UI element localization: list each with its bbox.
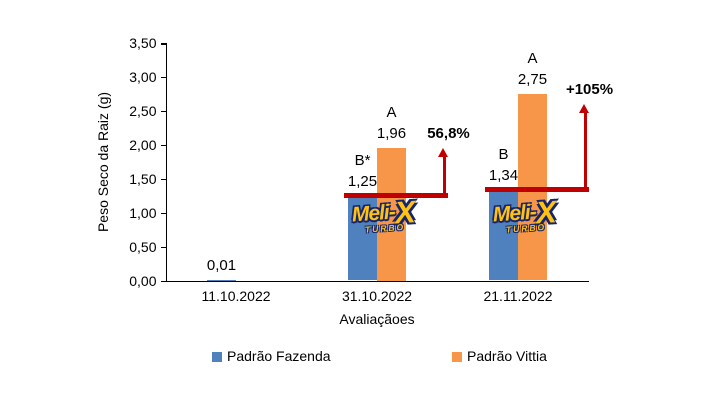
increase-arrow-head-icon	[578, 104, 589, 114]
y-axis-tick	[160, 144, 166, 147]
significance-line	[485, 187, 589, 193]
legend: Padrão Fazenda Padrão Vittia	[0, 347, 709, 367]
legend-swatch-icon	[212, 352, 222, 362]
bar-value-label: 1,96	[376, 124, 407, 142]
x-category-label: 31.10.2022	[341, 288, 413, 304]
y-axis-tick	[160, 280, 166, 282]
y-axis-tick	[160, 246, 166, 249]
bar-letter-label: A	[527, 49, 538, 67]
y-tick-label: 3,00	[129, 68, 157, 85]
bar-value-label: 0,01	[206, 256, 237, 274]
increase-arrow-head-icon	[437, 148, 448, 158]
bar-fazenda	[207, 279, 236, 281]
x-category-label: 21.11.2022	[483, 288, 553, 304]
y-axis-tick	[160, 178, 166, 181]
y-tick-label: 1,00	[129, 204, 157, 221]
y-axis-tick	[160, 43, 166, 45]
bar-letter-label: B	[498, 145, 509, 163]
bar-fazenda	[348, 195, 377, 281]
bar-value-label: 2,75	[517, 70, 548, 88]
percent-increase-label: +105%	[565, 81, 614, 99]
y-tick-label: 1,50	[129, 170, 157, 187]
x-axis-title: Avaliaçãoes	[339, 311, 415, 327]
y-tick-label: 3,50	[129, 35, 157, 51]
y-axis-title: Peso Seco da Raiz (g)	[95, 91, 111, 233]
y-axis-tick	[160, 110, 166, 113]
y-tick-label: 2,50	[129, 102, 157, 119]
percent-increase-label: 56,8%	[427, 125, 470, 143]
y-axis-line	[165, 43, 167, 282]
legend-swatch-icon	[452, 352, 462, 362]
bar-fazenda	[489, 189, 518, 281]
legend-label: Padrão Vittia	[467, 348, 547, 364]
y-tick-label: 2,00	[129, 136, 157, 153]
bar-letter-label: A	[386, 103, 397, 121]
y-axis-tick	[160, 212, 166, 215]
increase-arrow-line	[584, 112, 587, 188]
y-tick-label: 0,00	[129, 272, 157, 289]
x-category-label: 11.10.2022	[201, 288, 271, 304]
melix-turbo-logo: Meli-X TURBO	[351, 194, 453, 235]
x-axis-line	[165, 280, 589, 282]
bar-value-label: 1,34	[488, 166, 519, 184]
melix-turbo-logo: Meli-X TURBO	[492, 194, 594, 235]
legend-item-fazenda: Padrão Fazenda	[212, 347, 331, 365]
y-axis-tick	[160, 76, 166, 79]
bar-value-label: 1,25	[347, 172, 378, 190]
legend-item-vittia: Padrão Vittia	[452, 347, 547, 365]
bar-vittia	[377, 147, 406, 281]
significance-line	[344, 193, 448, 199]
legend-label: Padrão Fazenda	[227, 348, 331, 364]
increase-arrow-line	[443, 156, 446, 194]
y-tick-label: 0,50	[129, 238, 157, 255]
bar-letter-label: B*	[354, 151, 371, 169]
